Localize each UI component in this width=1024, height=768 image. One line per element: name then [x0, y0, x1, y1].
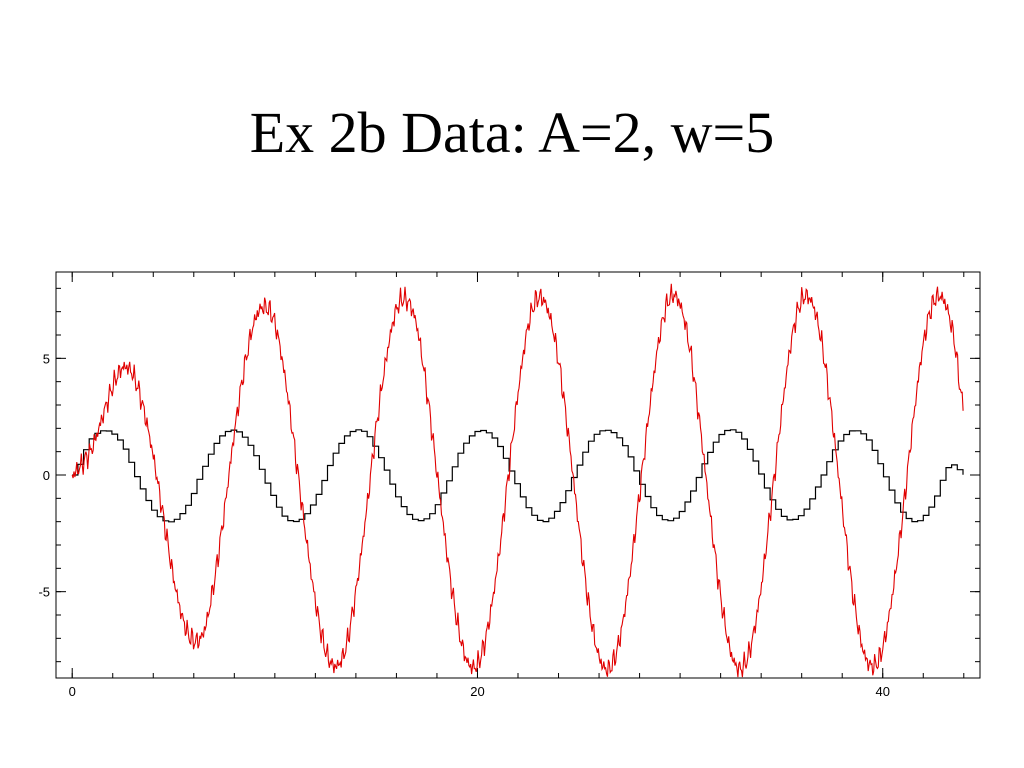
reference-sine-line: [72, 429, 964, 523]
y-tick-label: 5: [43, 351, 50, 366]
series-group: [71, 283, 964, 678]
plot-frame: [55, 271, 981, 679]
slide-title: Ex 2b Data: A=2, w=5: [249, 100, 775, 165]
x-tick-label: 20: [470, 684, 484, 699]
tick-labels: 0 20 40 -5 0 5: [38, 351, 890, 699]
y-tick-label: 0: [43, 468, 50, 483]
noisy-signal-line: [71, 283, 964, 678]
axis-ticks: [56, 272, 980, 678]
x-tick-label: 0: [69, 684, 76, 699]
y-tick-label: -5: [38, 585, 50, 600]
x-tick-label: 40: [876, 684, 890, 699]
